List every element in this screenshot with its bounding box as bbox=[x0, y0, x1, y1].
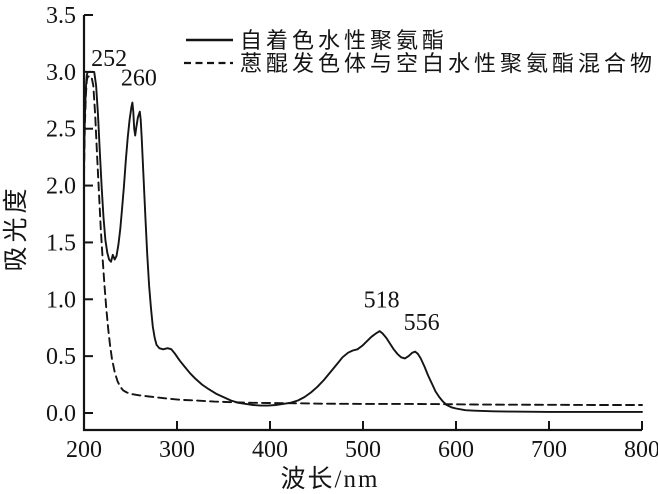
y-tick-label-3.0: 3.0 bbox=[46, 60, 76, 86]
y-tick-label-2.5: 2.5 bbox=[46, 117, 76, 143]
x-tick-label-200: 200 bbox=[66, 437, 102, 463]
peak-annotation-252: 252 bbox=[91, 46, 127, 72]
y-tick-label-0.0: 0.0 bbox=[46, 401, 76, 427]
series-anthraquinone-mixture-curve bbox=[83, 75, 643, 406]
x-tick-label-500: 500 bbox=[345, 437, 381, 463]
y-tick-label-3.5: 3.5 bbox=[46, 3, 76, 29]
peak-annotation-518: 518 bbox=[364, 287, 400, 313]
axis-frame bbox=[82, 15, 642, 432]
y-tick-label-1.5: 1.5 bbox=[46, 230, 76, 256]
y-tick-label-0.5: 0.5 bbox=[46, 344, 76, 370]
peak-annotation-260: 260 bbox=[121, 66, 157, 92]
x-axis-ticks: 200 300 400 500 600 700 800 bbox=[66, 421, 658, 463]
x-tick-label-800: 800 bbox=[624, 437, 658, 463]
y-tick-label-2.0: 2.0 bbox=[46, 174, 76, 200]
x-tick-label-300: 300 bbox=[159, 437, 195, 463]
y-tick-label-1.0: 1.0 bbox=[46, 287, 76, 313]
y-axis-ticks: 0.0 0.5 1.0 1.5 2.0 2.5 3.0 3.5 bbox=[46, 3, 93, 427]
x-tick-label-700: 700 bbox=[531, 437, 567, 463]
axes bbox=[82, 15, 642, 432]
x-axis-title: 波长/nm bbox=[281, 465, 380, 493]
series-self-colored-pu-curve bbox=[83, 70, 643, 413]
y-axis-title: 吸光度 bbox=[2, 184, 30, 271]
legend: 自着色水性聚氨酯 蒽醌发色体与空白水性聚氨酯混合物 bbox=[184, 28, 656, 76]
peak-annotation-556: 556 bbox=[404, 310, 440, 336]
legend-label-self-colored-pu: 自着色水性聚氨酯 bbox=[240, 28, 448, 53]
x-tick-label-400: 400 bbox=[252, 437, 288, 463]
x-tick-label-600: 600 bbox=[438, 437, 474, 463]
legend-label-anthraquinone-blank-pu-mixture: 蒽醌发色体与空白水性聚氨酯混合物 bbox=[240, 51, 656, 76]
data-series bbox=[83, 70, 643, 413]
